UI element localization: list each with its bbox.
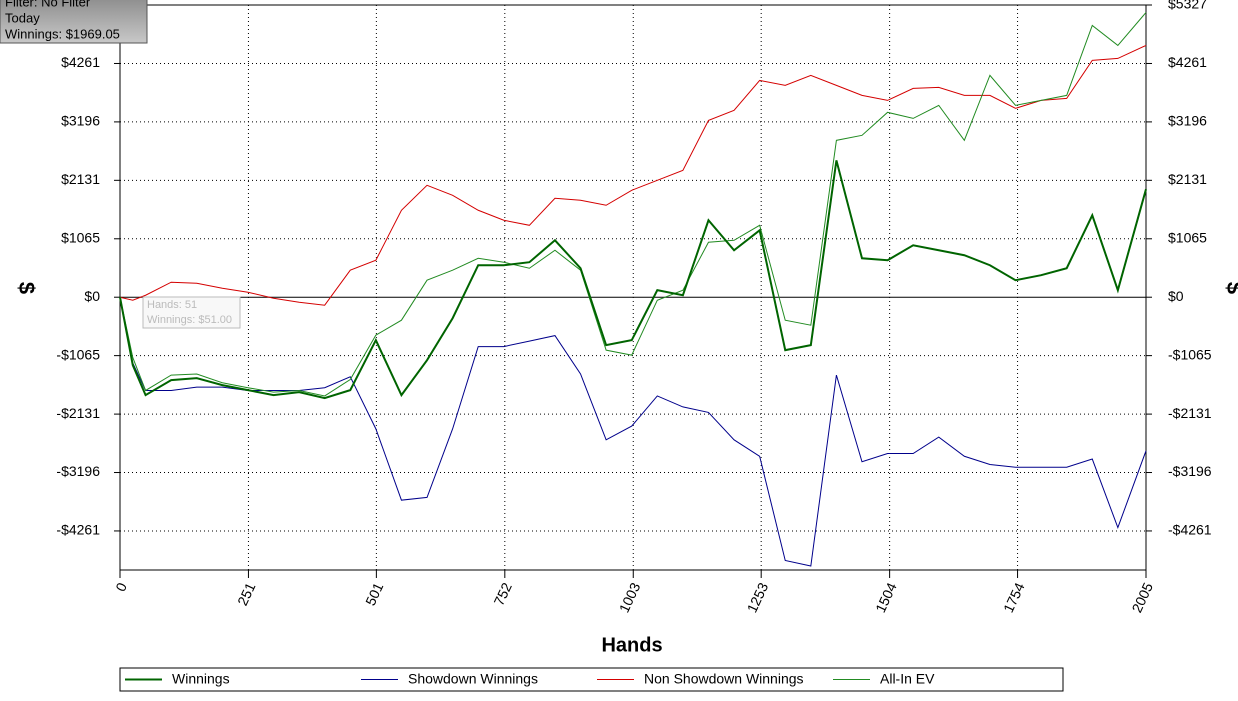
tooltip: Hands: 51 Winnings: $51.00 [142,296,241,329]
y-axis-title: $ [14,282,39,294]
y-tick-label: $3196 [61,113,100,129]
legend-label: Showdown Winnings [408,671,538,687]
y-tick-label-right: $1065 [1168,229,1207,245]
y-tick-label: -$2131 [56,405,100,421]
y-tick-label-right: $2131 [1168,171,1207,187]
tooltip-box [142,296,241,329]
series-line [119,44,1147,306]
legend-label: Non Showdown Winnings [644,671,804,687]
filter-text: Filter: No Filter [5,0,91,9]
legend-label: All-In EV [880,671,935,687]
legend-label: Winnings [172,671,230,687]
y-tick-label: -$4261 [56,522,100,538]
series-line [119,160,1147,400]
y-tick-label-right: $0 [1168,288,1184,304]
y-tick-label: -$1065 [56,346,100,362]
y-tick-label-right: $4261 [1168,54,1207,70]
y-tick-label-right: $3196 [1168,113,1207,129]
y-axis-title-right: $ [1222,282,1238,294]
y-tick-label-right: -$3196 [1168,463,1212,479]
y-tick-label: $2131 [61,171,100,187]
plot: -$4261 -$4261 -$3196 -$3196 -$2131 -$2131 -$10… [56,0,1211,615]
y-tick-label-right: -$1065 [1168,346,1212,362]
tooltip-text: Hands: 51 [147,299,197,311]
y-tick-label-right: -$2131 [1168,405,1212,421]
tooltip-text: Winnings: $51.00 [147,314,232,326]
filter-box-bg [0,0,148,44]
y-tick-label: -$3196 [56,463,100,479]
y-tick-label: $1065 [61,229,100,245]
y-tick-label: $0 [84,288,100,304]
y-tick-label: $4261 [61,54,100,70]
y-tick-label-right: $5327 [1168,0,1207,12]
series-line [119,297,1147,567]
y-tick-label-right: -$4261 [1168,522,1212,538]
x-axis-title: Hands [601,634,662,656]
legend-box [119,667,1064,692]
series-line [119,12,1147,397]
filter-box: Filter: No Filter Today Winnings: $1969.… [0,0,148,44]
filter-text: Winnings: $1969.05 [5,26,120,41]
filter-text: Today [5,10,40,25]
